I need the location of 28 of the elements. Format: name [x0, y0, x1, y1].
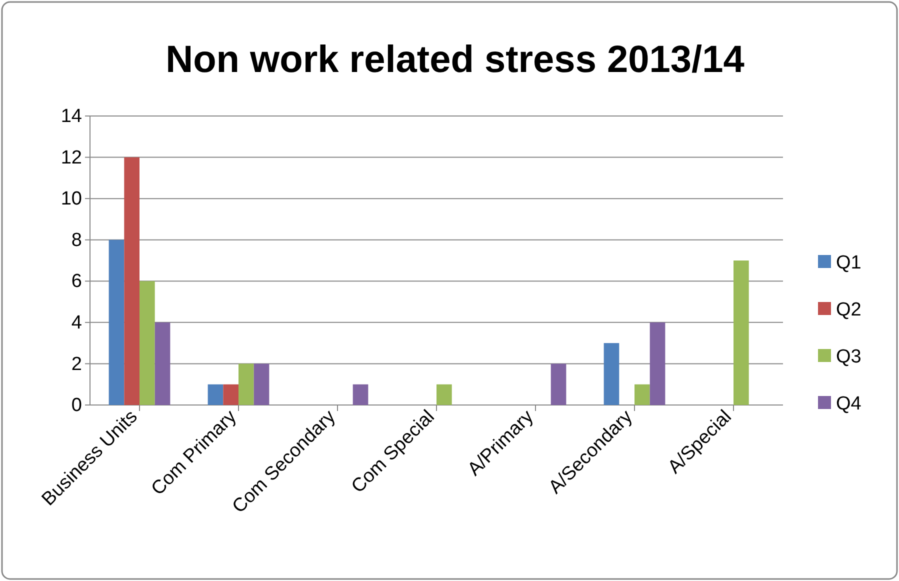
bar: [436, 384, 452, 405]
bar: [604, 343, 620, 405]
y-tick-label: 6: [71, 271, 82, 292]
y-tick-label: 8: [71, 230, 82, 251]
bar: [352, 384, 368, 405]
bar: [634, 384, 650, 405]
y-tick-label: 10: [60, 188, 82, 210]
bar: [550, 364, 566, 405]
bar: [238, 364, 254, 405]
y-tick-label: 12: [60, 147, 82, 168]
y-tick-label: 4: [71, 312, 82, 334]
bar: [650, 322, 666, 405]
y-tick-label: 14: [60, 106, 82, 128]
bar: [254, 364, 270, 405]
y-tick-label: 2: [71, 354, 82, 375]
bar: [223, 384, 238, 405]
y-tick-label: 0: [71, 395, 82, 416]
bar: [108, 240, 124, 405]
chart-title: Non work related stress 2013/14: [166, 39, 744, 81]
bar: [734, 260, 749, 405]
bar: [124, 157, 140, 405]
bar: [154, 322, 170, 405]
legend-label: Q1: [836, 252, 862, 274]
legend-label: Q3: [836, 346, 862, 368]
legend-label: Q2: [836, 300, 862, 321]
bar: [208, 384, 224, 405]
legend-label: Q4: [836, 394, 862, 415]
bar: [140, 281, 155, 405]
